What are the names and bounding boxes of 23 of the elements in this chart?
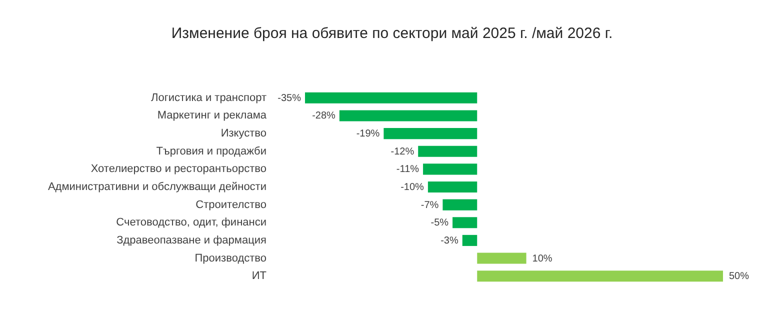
y-tick-label: Здравеопазване и фармация bbox=[116, 234, 267, 246]
chart-title: Изменение броя на обявите по сектори май 2025 г. /май 2026 г. bbox=[171, 25, 613, 42]
data-label: -12% bbox=[390, 146, 414, 158]
data-label: -7% bbox=[420, 200, 439, 211]
y-tick-label: Търговия и продажби bbox=[156, 145, 266, 158]
data-label: -10% bbox=[400, 182, 424, 193]
y-tick-label: Строителство bbox=[196, 198, 266, 211]
y-tick-label: Производство bbox=[194, 252, 266, 264]
y-tick-label: Маркетинг и реклама bbox=[157, 110, 268, 122]
y-tick-label: ИТ bbox=[252, 270, 267, 282]
data-label: 10% bbox=[532, 253, 552, 264]
y-tick-label: Логистика и транспорт bbox=[151, 92, 266, 104]
data-label: -28% bbox=[312, 110, 336, 122]
y-tick-label: Изкуство bbox=[220, 128, 266, 140]
y-tick-label: Административни и обслужващи дейности bbox=[48, 181, 266, 193]
y-tick-label: Хотелиерство и ресторантьорство bbox=[90, 163, 266, 176]
data-label: -35% bbox=[278, 92, 302, 104]
data-label: -19% bbox=[356, 128, 380, 140]
data-label: -3% bbox=[440, 235, 458, 246]
data-label: -5% bbox=[430, 218, 449, 229]
data-label: -11% bbox=[396, 164, 420, 176]
data-label: 50% bbox=[729, 271, 750, 282]
y-tick-label: Счетоводство, одит, финанси bbox=[116, 216, 266, 229]
